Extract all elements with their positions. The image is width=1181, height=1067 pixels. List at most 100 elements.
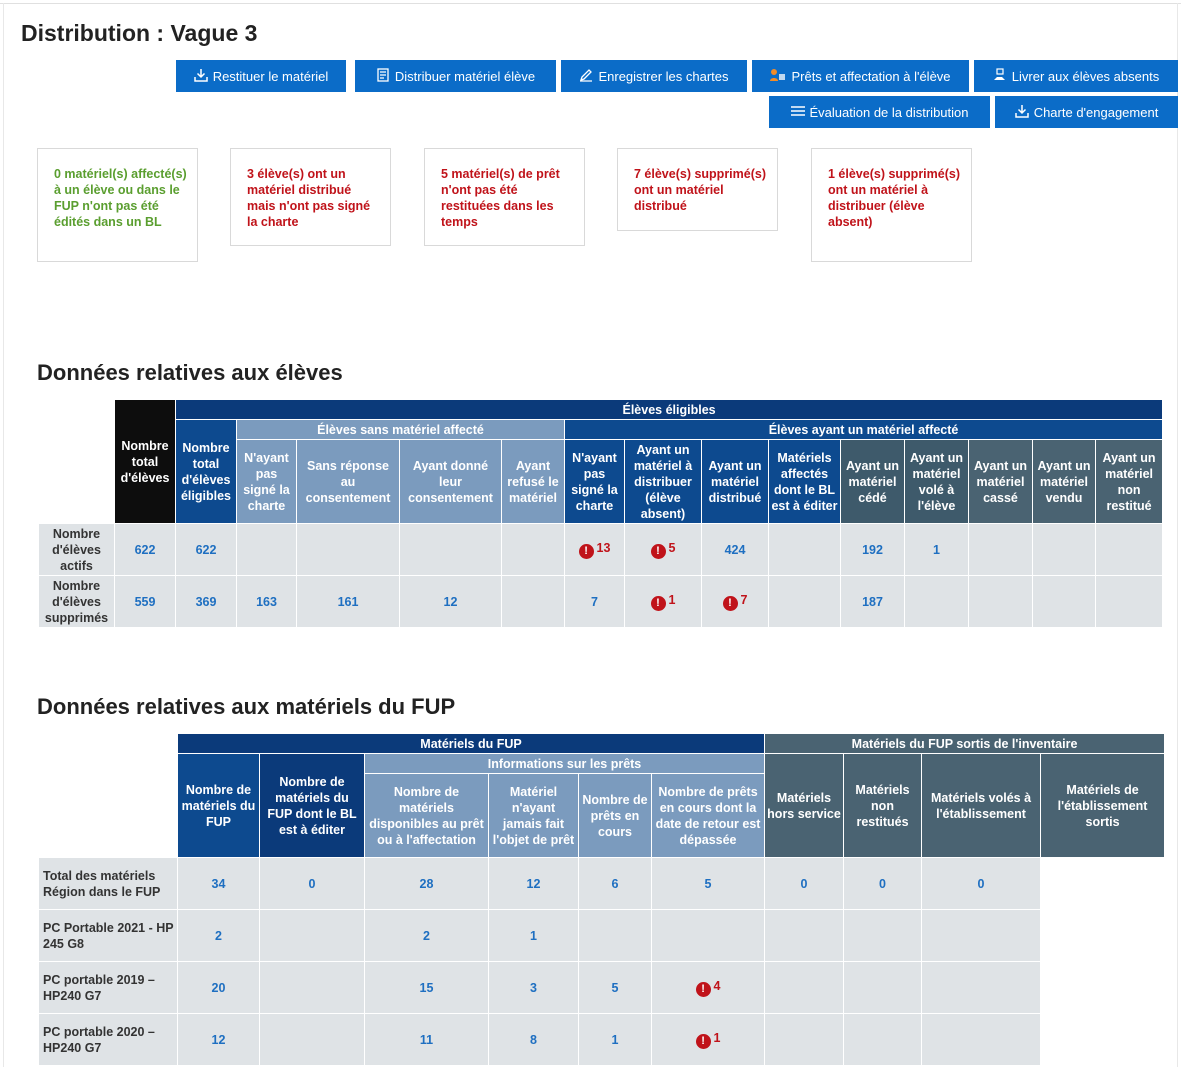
table-cell[interactable]: 28	[364, 857, 489, 910]
cell-value: 2	[215, 928, 222, 943]
table-cell[interactable]: 0	[921, 857, 1042, 910]
table-cell[interactable]: 622	[175, 523, 237, 576]
group-header-without: Élèves sans matériel affecté	[236, 419, 565, 440]
table-cell	[259, 909, 365, 962]
table-cell[interactable]: 1	[578, 1013, 652, 1066]
cell-value: 7	[591, 594, 598, 609]
frame-border-right	[1177, 3, 1178, 1067]
table-cell[interactable]: ! 1	[650, 1013, 766, 1066]
table-cell	[764, 909, 845, 962]
evaluation-distribution-button[interactable]: Évaluation de la distribution	[769, 96, 990, 128]
table-cell[interactable]: 187	[840, 575, 905, 628]
table-cell[interactable]: 15	[364, 961, 489, 1014]
restituer-materiel-button[interactable]: Restituer le matériel	[176, 60, 346, 92]
group-header-with: Élèves ayant un matériel affecté	[563, 419, 1164, 440]
cell-value: 1	[933, 542, 940, 557]
download-tray-icon	[1014, 104, 1029, 121]
table-cell[interactable]: 424	[701, 523, 769, 576]
table-cell[interactable]: 34	[177, 857, 260, 910]
warning-icon: !	[650, 596, 666, 611]
table-cell[interactable]: 5	[650, 857, 766, 910]
table-cell[interactable]: 3	[488, 961, 579, 1014]
cell-value: 5	[611, 980, 619, 995]
col-header: Ayant un matériel cédé	[840, 439, 905, 524]
alert-card-bl[interactable]: 0 matériel(s) affecté(s) à un élève ou d…	[37, 148, 198, 262]
alert-card-charte[interactable]: 3 élève(s) ont un matériel distribué mai…	[230, 148, 391, 246]
livrer-absents-button[interactable]: Livrer aux élèves absents	[974, 60, 1178, 92]
cell-value: 28	[419, 876, 434, 891]
row-label: PC Portable 2021 - HP 245 G8	[38, 909, 178, 962]
cell-value: 7	[740, 593, 748, 607]
table-cell[interactable]: 8	[488, 1013, 579, 1066]
cell-value: 1	[668, 593, 676, 607]
table-cell[interactable]: ! 7	[701, 575, 769, 628]
table-cell[interactable]: ! 4	[650, 961, 766, 1014]
table-cell[interactable]: 192	[840, 523, 905, 576]
table-cell	[921, 909, 1042, 962]
table-cell[interactable]: 0	[764, 857, 845, 910]
table-cell	[843, 1013, 923, 1066]
table-cell	[1094, 575, 1164, 628]
materials-heading: Données relatives aux matériels du FUP	[37, 694, 456, 719]
download-tray-icon	[193, 68, 208, 85]
distribuer-materiel-button[interactable]: Distribuer matériel élève	[355, 60, 556, 92]
warning-icon: !	[695, 982, 711, 997]
table-cell[interactable]: 5	[578, 961, 652, 1014]
cell-value: 8	[530, 1032, 537, 1047]
cell-value: 12	[211, 1032, 226, 1047]
col-header: Matériels affectés dont le BL est à édit…	[768, 439, 841, 524]
cell-value: 622	[134, 542, 156, 557]
table-cell[interactable]: 12	[399, 575, 502, 628]
table-cell[interactable]: 2	[364, 909, 489, 962]
prets-affectation-button[interactable]: Prêts et affectation à l'élève	[752, 60, 969, 92]
table-cell[interactable]: 20	[177, 961, 260, 1014]
cell-value: 2	[423, 928, 430, 943]
cell-value: 0	[308, 876, 316, 891]
table-cell	[259, 1013, 365, 1066]
table-cell[interactable]: 0	[843, 857, 923, 910]
table-cell	[921, 961, 1042, 1014]
cell-value: 187	[862, 594, 883, 609]
group-header-eligible: Élèves éligibles	[174, 399, 1164, 420]
table-row: PC Portable 2021 - HP 245 G8 2 2 1	[38, 909, 1165, 962]
corner-empty	[38, 773, 178, 858]
cell-value: 34	[211, 876, 226, 891]
table-cell[interactable]: ! 5	[624, 523, 702, 576]
group-header-loans: Informations sur les prêts	[363, 753, 766, 774]
table-cell[interactable]: 0	[259, 857, 365, 910]
enregistrer-chartes-button[interactable]: Enregistrer les chartes	[561, 60, 747, 92]
table-cell[interactable]: 7	[564, 575, 625, 628]
col-header: Nombre de prêts en cours	[578, 773, 652, 858]
alert-card-supprimes-absent[interactable]: 1 élève(s) supprimé(s) ont un matériel à…	[811, 148, 972, 262]
group-header-out: Matériels du FUP sortis de l'inventaire	[764, 733, 1166, 754]
alert-card-supprimes-distribue[interactable]: 7 élève(s) supprimé(s) ont un matériel d…	[617, 148, 778, 231]
table-cell	[650, 909, 766, 962]
table-cell[interactable]: 2	[177, 909, 260, 962]
table-cell[interactable]: 161	[296, 575, 400, 628]
col-header: Matériels de l'établissement sortis	[1040, 753, 1166, 858]
cell-value: 161	[337, 594, 359, 609]
table-cell[interactable]: 369	[175, 575, 237, 628]
table-cell[interactable]: ! 13	[564, 523, 625, 576]
table-cell[interactable]: ! 1	[624, 575, 702, 628]
table-cell[interactable]: 11	[364, 1013, 489, 1066]
cell-value: 0	[977, 876, 985, 891]
list-icon	[790, 105, 805, 120]
table-cell[interactable]: 559	[114, 575, 176, 628]
table-cell[interactable]: 6	[578, 857, 652, 910]
corner-empty	[38, 439, 115, 524]
table-cell[interactable]: 12	[177, 1013, 260, 1066]
alert-card-prets[interactable]: 5 matériel(s) de prêt n'ont pas été rest…	[424, 148, 585, 246]
table-cell[interactable]: 1	[488, 909, 579, 962]
frame-border-left	[3, 3, 4, 1067]
col-header: Ayant un matériel non restitué	[1094, 439, 1164, 524]
row-label: PC portable 2020 – HP240 G7	[38, 1013, 178, 1066]
col-header: Nombre de matériels du FUP dont le BL es…	[259, 753, 365, 858]
charte-engagement-button[interactable]: Charte d'engagement	[995, 96, 1178, 128]
table-cell[interactable]: 163	[236, 575, 297, 628]
table-cell[interactable]: 12	[488, 857, 579, 910]
table-row: PC portable 2020 – HP240 G7 12 11 8 1! 1	[38, 1013, 1165, 1066]
table-cell[interactable]: 1	[904, 523, 969, 576]
cell-value: 559	[134, 594, 156, 609]
table-cell[interactable]: 622	[114, 523, 176, 576]
